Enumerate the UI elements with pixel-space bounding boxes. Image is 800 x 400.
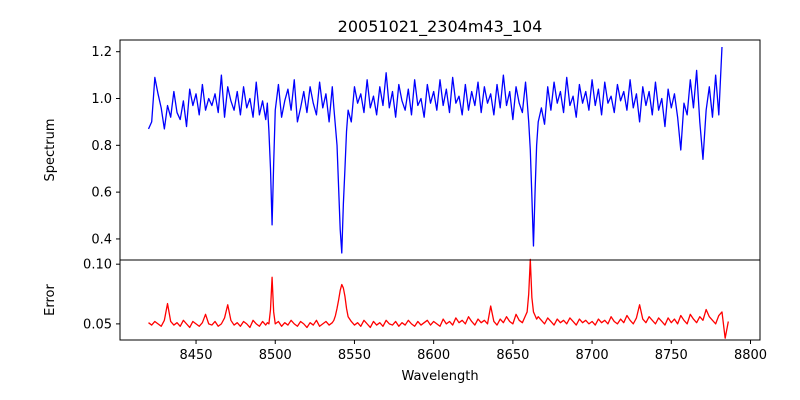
x-tick-label: 8800 bbox=[734, 348, 767, 363]
error-y-tick-label: 0.10 bbox=[83, 258, 112, 273]
x-tick-label: 8600 bbox=[417, 348, 450, 363]
spectrum-series-line bbox=[147, 46, 723, 254]
spectrum-y-tick-label: 1.0 bbox=[91, 92, 112, 107]
spectrum-y-tick-label: 0.6 bbox=[91, 186, 112, 201]
chart-title: 20051021_2304m43_104 bbox=[338, 17, 543, 37]
spectrum-y-tick-label: 0.8 bbox=[91, 139, 112, 154]
x-tick-label: 8650 bbox=[496, 348, 529, 363]
x-tick-label: 8550 bbox=[338, 348, 371, 363]
spectrum-y-tick-label: 0.4 bbox=[91, 232, 112, 247]
error-axes-frame bbox=[119, 259, 761, 341]
x-tick-label: 8750 bbox=[655, 348, 688, 363]
x-tick-label: 8500 bbox=[259, 348, 292, 363]
spectrum-y-axis-label: Spectrum bbox=[43, 119, 58, 182]
error-series-line bbox=[148, 258, 729, 339]
x-tick-label: 8450 bbox=[179, 348, 212, 363]
error-panel: 0.05 0.10 Error 8450 8500 8550 8600 8650 8700 875… bbox=[43, 258, 767, 363]
spectrum-y-tick-label: 1.2 bbox=[91, 45, 112, 60]
error-y-axis-label: Error bbox=[43, 284, 58, 316]
x-tick-label: 8700 bbox=[576, 348, 609, 363]
x-axis-label: Wavelength bbox=[401, 369, 478, 384]
error-y-tick-label: 0.05 bbox=[83, 317, 112, 332]
